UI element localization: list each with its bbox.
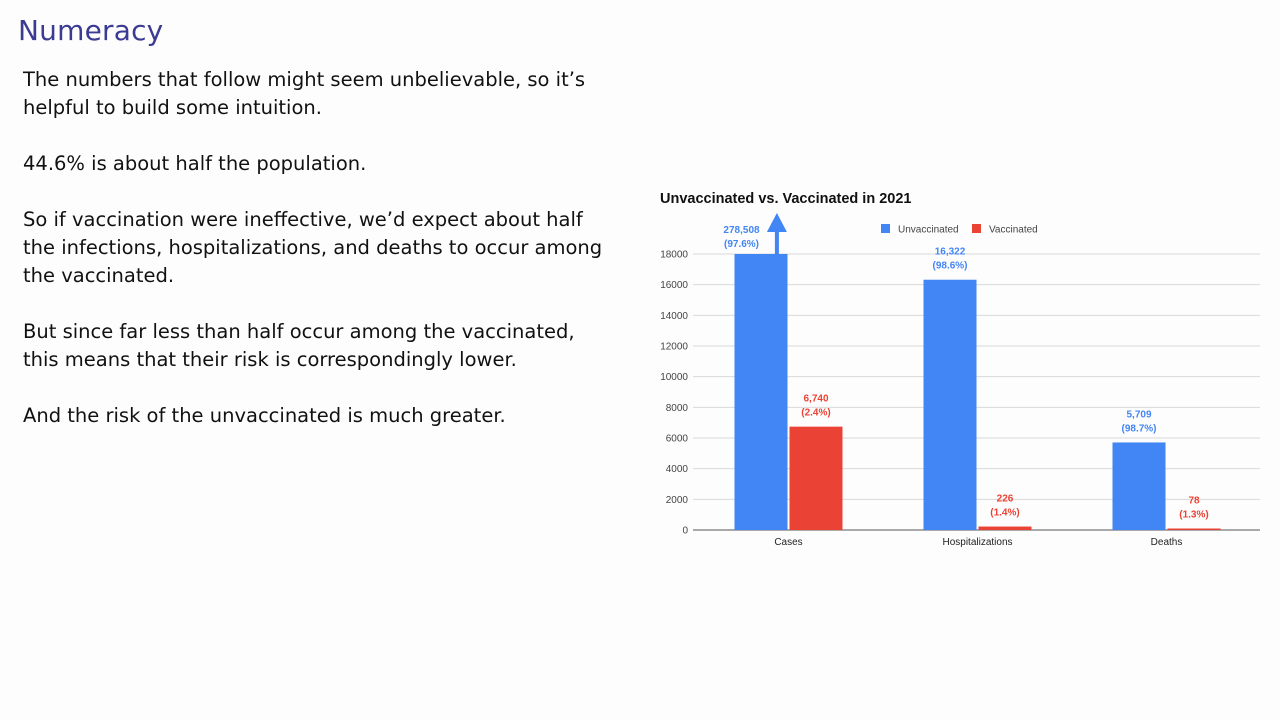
x-tick-label: Hospitalizations <box>942 537 1012 548</box>
y-tick-label: 4000 <box>666 464 689 475</box>
slide-title: Numeracy <box>18 14 164 47</box>
paragraph-expectation: So if vaccination were ineffective, we’d… <box>23 208 603 287</box>
bar-chart: Unvaccinated vs. Vaccinated in 2021 Unva… <box>660 191 1260 548</box>
y-tick-label: 6000 <box>666 434 689 445</box>
body-text: The numbers that follow might seem unbel… <box>23 66 613 458</box>
bar-vaccinated <box>978 526 1032 530</box>
data-label-percent: (1.3%) <box>1179 510 1208 521</box>
data-label-value: 5,709 <box>1126 409 1151 420</box>
bar-vaccinated <box>1167 528 1221 530</box>
legend-swatch <box>972 224 981 233</box>
data-label-value: 278,508 <box>723 225 760 236</box>
data-label-percent: (1.4%) <box>990 508 1019 519</box>
legend-swatch <box>881 224 890 233</box>
x-tick-label: Deaths <box>1151 537 1183 548</box>
data-label-percent: (98.7%) <box>1121 423 1156 434</box>
paragraph-intuition: The numbers that follow might seem unbel… <box>23 68 586 119</box>
paragraph-lower-risk: But since far less than half occur among… <box>23 320 575 371</box>
y-axis: 0 2000 4000 6000 8000 10000 12000 14000 16000 180… <box>660 250 688 537</box>
y-tick-label: 16000 <box>660 280 688 291</box>
data-label-percent: (97.6%) <box>724 239 759 250</box>
bar-unvaccinated <box>1112 442 1166 530</box>
y-tick-label: 12000 <box>660 342 688 353</box>
legend-label: Vaccinated <box>989 225 1038 236</box>
data-label-percent: (98.6%) <box>932 261 967 272</box>
y-tick-label: 18000 <box>660 250 688 261</box>
overflow-arrow-icon <box>766 213 787 232</box>
bar-vaccinated <box>789 426 843 530</box>
bar-unvaccinated <box>734 254 788 530</box>
chart-bars: 278,508 (97.6%) 6,740 (2.4%) 16,322 (98.6%) 22… <box>723 213 1221 530</box>
data-label-value: 6,740 <box>803 394 828 405</box>
data-label-percent: (2.4%) <box>801 408 830 419</box>
x-axis: Cases Hospitalizations Deaths <box>774 537 1182 548</box>
y-tick-label: 14000 <box>660 311 688 322</box>
x-tick-label: Cases <box>774 537 802 548</box>
y-tick-label: 0 <box>682 526 688 537</box>
paragraph-half-population: 44.6% is about half the population. <box>23 152 367 175</box>
y-tick-label: 10000 <box>660 372 688 383</box>
chart-legend: Unvaccinated Vaccinated <box>881 224 1038 236</box>
data-label-value: 78 <box>1188 496 1200 507</box>
legend-label: Unvaccinated <box>898 225 959 236</box>
y-tick-label: 8000 <box>666 403 689 414</box>
chart-title: Unvaccinated vs. Vaccinated in 2021 <box>660 191 911 207</box>
data-label-value: 226 <box>997 494 1014 505</box>
y-tick-label: 2000 <box>666 495 689 506</box>
data-label-value: 16,322 <box>935 247 966 258</box>
bar-unvaccinated <box>923 279 977 530</box>
paragraph-greater-risk: And the risk of the unvaccinated is much… <box>23 404 506 427</box>
